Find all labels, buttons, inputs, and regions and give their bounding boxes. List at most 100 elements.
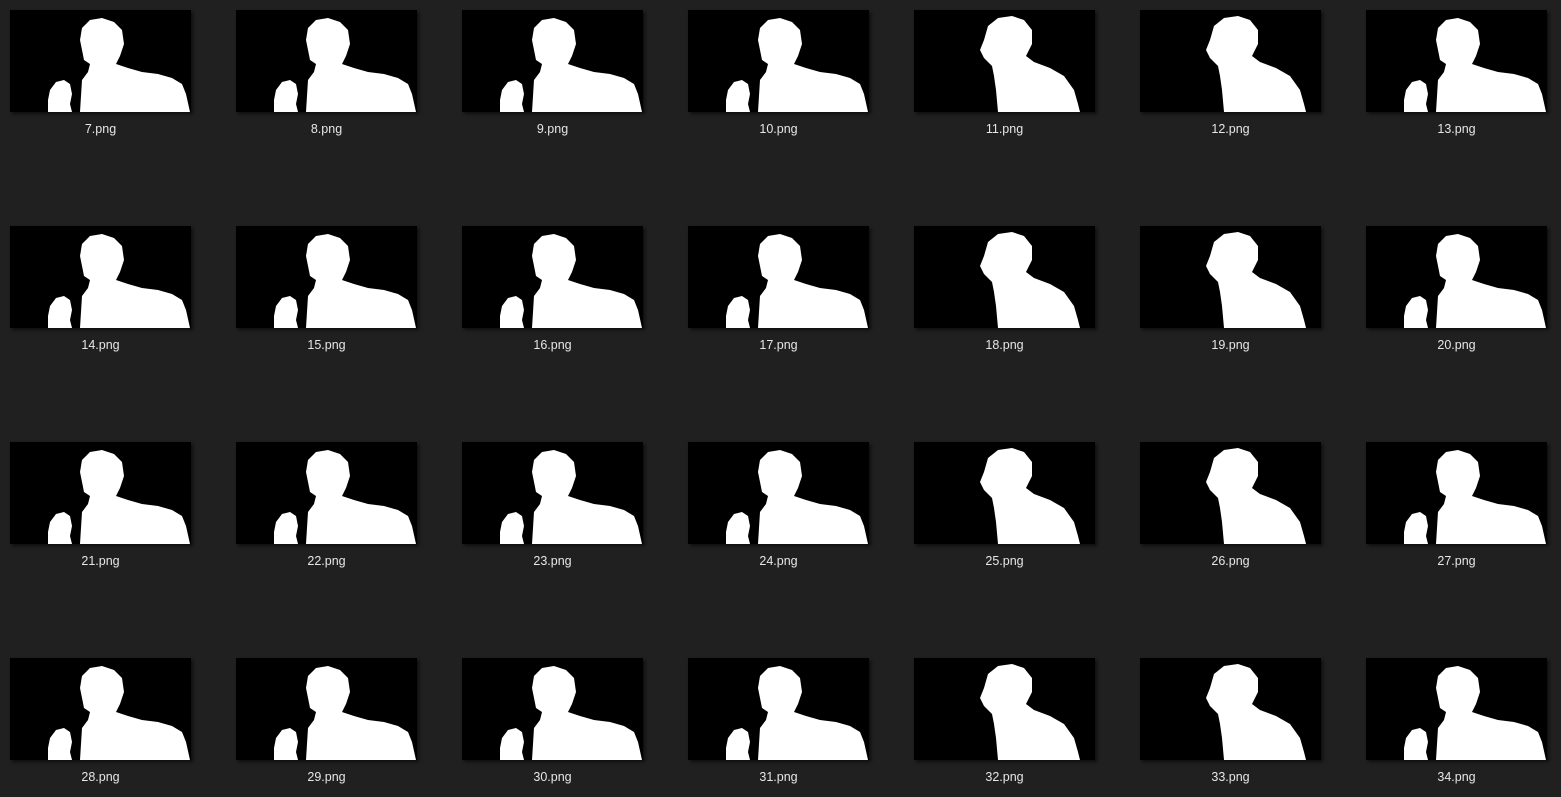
file-name-label[interactable]: 33.png bbox=[1211, 770, 1250, 784]
file-item[interactable]: 15.png bbox=[226, 216, 452, 356]
file-thumbnail[interactable] bbox=[10, 658, 191, 760]
file-thumbnail[interactable] bbox=[1140, 658, 1321, 760]
file-name-label[interactable]: 7.png bbox=[84, 122, 117, 136]
silhouette-image bbox=[726, 234, 868, 328]
file-name-label[interactable]: 12.png bbox=[1211, 122, 1250, 136]
file-item[interactable]: 22.png bbox=[226, 432, 452, 572]
silhouette-image bbox=[500, 666, 642, 760]
file-name-label[interactable]: 28.png bbox=[81, 770, 120, 784]
file-thumbnail[interactable] bbox=[688, 10, 869, 112]
file-item[interactable]: 28.png bbox=[0, 648, 226, 788]
file-item[interactable]: 21.png bbox=[0, 432, 226, 572]
file-name-label[interactable]: 20.png bbox=[1437, 338, 1476, 352]
file-thumbnail[interactable] bbox=[236, 10, 417, 112]
file-thumbnail[interactable] bbox=[1366, 226, 1547, 328]
file-name-label[interactable]: 10.png bbox=[759, 122, 798, 136]
file-name-label[interactable]: 24.png bbox=[759, 554, 798, 568]
file-name-label[interactable]: 23.png bbox=[533, 554, 572, 568]
file-name-label[interactable]: 14.png bbox=[81, 338, 120, 352]
file-name-label[interactable]: 16.png bbox=[533, 338, 572, 352]
file-name-label[interactable]: 34.png bbox=[1437, 770, 1476, 784]
file-item[interactable]: 31.png bbox=[678, 648, 904, 788]
file-name-label[interactable]: 27.png bbox=[1437, 554, 1476, 568]
file-thumbnail[interactable] bbox=[914, 442, 1095, 544]
file-name-label[interactable]: 22.png bbox=[307, 554, 346, 568]
file-item[interactable]: 23.png bbox=[452, 432, 678, 572]
file-thumbnail[interactable] bbox=[462, 658, 643, 760]
file-item[interactable]: 17.png bbox=[678, 216, 904, 356]
file-thumbnail[interactable] bbox=[236, 226, 417, 328]
file-name-label[interactable]: 18.png bbox=[985, 338, 1024, 352]
file-name-label[interactable]: 13.png bbox=[1437, 122, 1476, 136]
file-item[interactable]: 32.png bbox=[904, 648, 1130, 788]
file-item[interactable]: 16.png bbox=[452, 216, 678, 356]
file-item[interactable]: 13.png bbox=[1356, 0, 1561, 140]
file-thumbnail[interactable] bbox=[688, 658, 869, 760]
file-thumbnail[interactable] bbox=[236, 658, 417, 760]
file-item[interactable]: 11.png bbox=[904, 0, 1130, 140]
file-name-label[interactable]: 9.png bbox=[536, 122, 569, 136]
file-name-label[interactable]: 26.png bbox=[1211, 554, 1250, 568]
file-item[interactable]: 33.png bbox=[1130, 648, 1356, 788]
file-thumbnail[interactable] bbox=[462, 226, 643, 328]
file-thumbnail[interactable] bbox=[1366, 442, 1547, 544]
file-item[interactable]: 29.png bbox=[226, 648, 452, 788]
file-thumbnail[interactable] bbox=[914, 226, 1095, 328]
file-name-label[interactable]: 32.png bbox=[985, 770, 1024, 784]
silhouette-image bbox=[274, 18, 416, 112]
file-name-label[interactable]: 17.png bbox=[759, 338, 798, 352]
file-thumbnail[interactable] bbox=[688, 226, 869, 328]
file-thumbnail[interactable] bbox=[10, 442, 191, 544]
silhouette-image bbox=[48, 234, 190, 328]
file-item[interactable]: 26.png bbox=[1130, 432, 1356, 572]
silhouette-image bbox=[500, 450, 642, 544]
file-thumbnail[interactable] bbox=[914, 10, 1095, 112]
file-thumbnail[interactable] bbox=[1140, 226, 1321, 328]
file-item[interactable]: 18.png bbox=[904, 216, 1130, 356]
file-item[interactable]: 34.png bbox=[1356, 648, 1561, 788]
file-item[interactable]: 7.png bbox=[0, 0, 226, 140]
silhouette-image bbox=[1206, 16, 1306, 112]
silhouette-image bbox=[274, 666, 416, 760]
file-item[interactable]: 10.png bbox=[678, 0, 904, 140]
file-item[interactable]: 25.png bbox=[904, 432, 1130, 572]
silhouette-image bbox=[980, 664, 1080, 760]
file-thumbnail[interactable] bbox=[1140, 10, 1321, 112]
file-name-label[interactable]: 31.png bbox=[759, 770, 798, 784]
file-thumbnail[interactable] bbox=[1366, 10, 1547, 112]
file-item[interactable]: 12.png bbox=[1130, 0, 1356, 140]
file-item[interactable]: 20.png bbox=[1356, 216, 1561, 356]
file-thumbnail[interactable] bbox=[914, 658, 1095, 760]
file-thumbnail[interactable] bbox=[462, 10, 643, 112]
file-name-label[interactable]: 30.png bbox=[533, 770, 572, 784]
file-item[interactable]: 24.png bbox=[678, 432, 904, 572]
file-thumbnail[interactable] bbox=[688, 442, 869, 544]
silhouette-image bbox=[48, 666, 190, 760]
silhouette-image bbox=[726, 18, 868, 112]
file-name-label[interactable]: 25.png bbox=[985, 554, 1024, 568]
file-item[interactable]: 9.png bbox=[452, 0, 678, 140]
silhouette-image bbox=[1206, 448, 1306, 544]
file-name-label[interactable]: 15.png bbox=[307, 338, 346, 352]
file-name-label[interactable]: 8.png bbox=[310, 122, 343, 136]
file-thumbnail[interactable] bbox=[1366, 658, 1547, 760]
file-thumbnail[interactable] bbox=[462, 442, 643, 544]
file-name-label[interactable]: 11.png bbox=[985, 122, 1024, 136]
file-item[interactable]: 14.png bbox=[0, 216, 226, 356]
file-item[interactable]: 8.png bbox=[226, 0, 452, 140]
file-name-label[interactable]: 29.png bbox=[307, 770, 346, 784]
file-thumbnail[interactable] bbox=[10, 10, 191, 112]
file-item[interactable]: 27.png bbox=[1356, 432, 1561, 572]
file-thumbnail[interactable] bbox=[10, 226, 191, 328]
silhouette-image bbox=[500, 234, 642, 328]
file-name-label[interactable]: 19.png bbox=[1211, 338, 1250, 352]
file-item[interactable]: 19.png bbox=[1130, 216, 1356, 356]
file-thumbnail[interactable] bbox=[1140, 442, 1321, 544]
silhouette-image bbox=[1404, 18, 1546, 112]
file-item[interactable]: 30.png bbox=[452, 648, 678, 788]
silhouette-image bbox=[1206, 232, 1306, 328]
file-thumbnail[interactable] bbox=[236, 442, 417, 544]
silhouette-image bbox=[980, 448, 1080, 544]
silhouette-image bbox=[980, 16, 1080, 112]
file-name-label[interactable]: 21.png bbox=[81, 554, 120, 568]
